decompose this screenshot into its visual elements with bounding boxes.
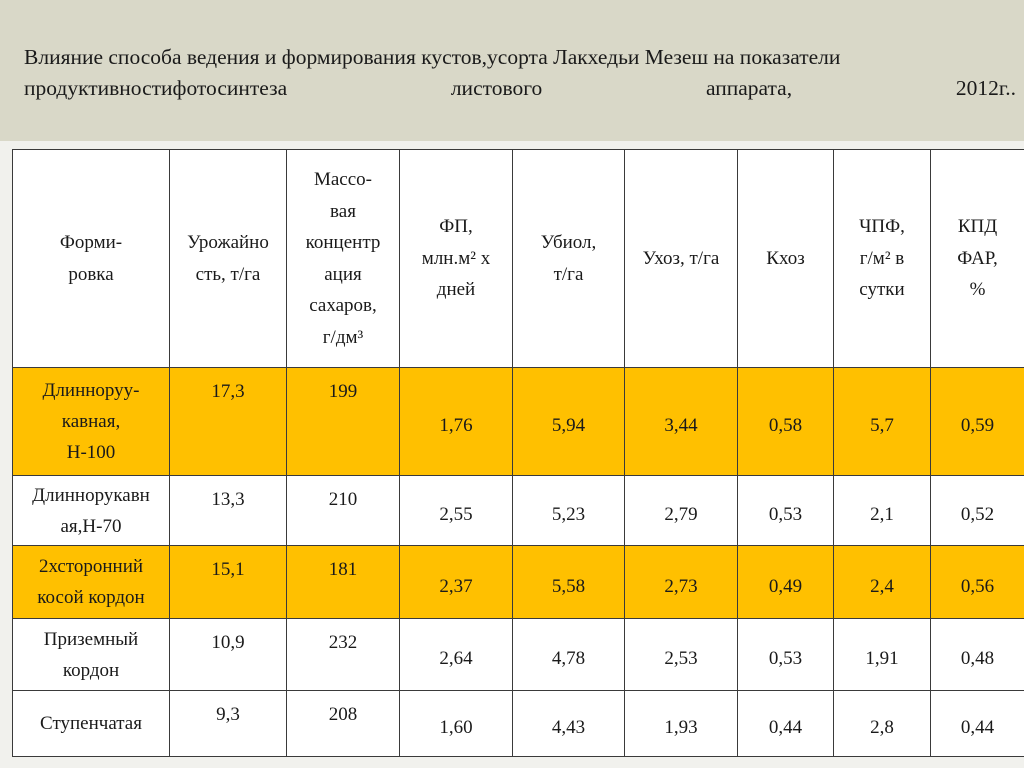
table-cell: 0,53	[737, 618, 834, 691]
table-cell: 181	[286, 545, 400, 619]
table-cell: 2,1	[833, 475, 931, 546]
table-row: Длиннорукавн ая,Н-70 13,3 210 2,55 5,23 2,79 0,…	[12, 475, 1024, 546]
row-label-cell: Приземный кордон	[12, 618, 170, 691]
header-cell: Кхоз	[737, 149, 834, 368]
title-word: 2012г..	[955, 76, 1016, 100]
table-cell: 4,43	[512, 690, 625, 757]
table-cell: 0,49	[737, 545, 834, 619]
table-cell: 2,64	[399, 618, 513, 691]
table-row: Приземный кордон 10,9 232 2,64 4,78 2,53 0,53 1,…	[12, 618, 1024, 691]
table-cell: 15,1	[169, 545, 287, 619]
table-cell: 9,3	[169, 690, 287, 757]
title-line-2: продуктивностифотосинтеза листового аппа…	[24, 73, 1016, 104]
table-row: 2хсторонний косой кордон 15,1 181 2,37 5,58 2,…	[12, 545, 1024, 619]
table-cell: 3,44	[624, 367, 738, 476]
table-cell: 2,79	[624, 475, 738, 546]
row-label-cell: Ступенчатая	[12, 690, 170, 757]
table-cell: 2,4	[833, 545, 931, 619]
table-cell: 5,23	[512, 475, 625, 546]
header-cell: ФП, млн.м² х дней	[399, 149, 513, 368]
row-label-cell: Длинноруу-кавная, Н-100	[12, 367, 170, 476]
row-label-cell: 2хсторонний косой кордон	[12, 545, 170, 619]
title-band	[0, 0, 1024, 141]
title-word: листового	[450, 76, 543, 100]
table-cell: 1,60	[399, 690, 513, 757]
header-cell: ЧПФ, г/м² в сутки	[833, 149, 931, 368]
header-cell: Ухоз, т/га	[624, 149, 738, 368]
table-cell: 10,9	[169, 618, 287, 691]
row-label-cell: Длиннорукавн ая,Н-70	[12, 475, 170, 546]
table-cell: 2,73	[624, 545, 738, 619]
data-table: Форми-ровка Урожайно сть, т/га Массо-вая к…	[12, 149, 1024, 757]
table-cell: 2,53	[624, 618, 738, 691]
table-cell: 5,58	[512, 545, 625, 619]
table-cell: 5,7	[833, 367, 931, 476]
title-line-1: Влияние способа ведения и формирования к…	[24, 45, 841, 69]
table-cell: 2,8	[833, 690, 931, 757]
title-word: аппарата,	[705, 76, 793, 100]
table-cell: 0,44	[737, 690, 834, 757]
table-cell: 0,59	[930, 367, 1024, 476]
slide-title: Влияние способа ведения и формирования к…	[24, 42, 1016, 104]
table-cell: 0,53	[737, 475, 834, 546]
table-cell: 0,48	[930, 618, 1024, 691]
header-cell: Массо-вая концентр ация сахаров, г/дм³	[286, 149, 400, 368]
table-cell: 208	[286, 690, 400, 757]
table-cell: 13,3	[169, 475, 287, 546]
table-cell: 5,94	[512, 367, 625, 476]
table-cell: 2,55	[399, 475, 513, 546]
table-cell: 1,93	[624, 690, 738, 757]
table-cell: 2,37	[399, 545, 513, 619]
title-word: продуктивностифотосинтеза	[24, 76, 288, 100]
header-cell: Убиол, т/га	[512, 149, 625, 368]
table-cell: 17,3	[169, 367, 287, 476]
table-cell: 210	[286, 475, 400, 546]
table-cell: 0,58	[737, 367, 834, 476]
table-cell: 0,44	[930, 690, 1024, 757]
header-row: Форми-ровка Урожайно сть, т/га Массо-вая к…	[12, 149, 1024, 368]
header-cell: Форми-ровка	[12, 149, 170, 368]
table-cell: 4,78	[512, 618, 625, 691]
table-row: Ступенчатая 9,3 208 1,60 4,43 1,93 0,44 2,8 0,44	[12, 690, 1024, 757]
table-cell: 0,56	[930, 545, 1024, 619]
header-cell: КПД ФАР,%	[930, 149, 1024, 368]
table-row: Длинноруу-кавная, Н-100 17,3 199 1,76 5,94 3,4…	[12, 367, 1024, 476]
table-cell: 232	[286, 618, 400, 691]
table-cell: 1,76	[399, 367, 513, 476]
header-cell: Урожайно сть, т/га	[169, 149, 287, 368]
table-cell: 1,91	[833, 618, 931, 691]
table-cell: 199	[286, 367, 400, 476]
table-cell: 0,52	[930, 475, 1024, 546]
